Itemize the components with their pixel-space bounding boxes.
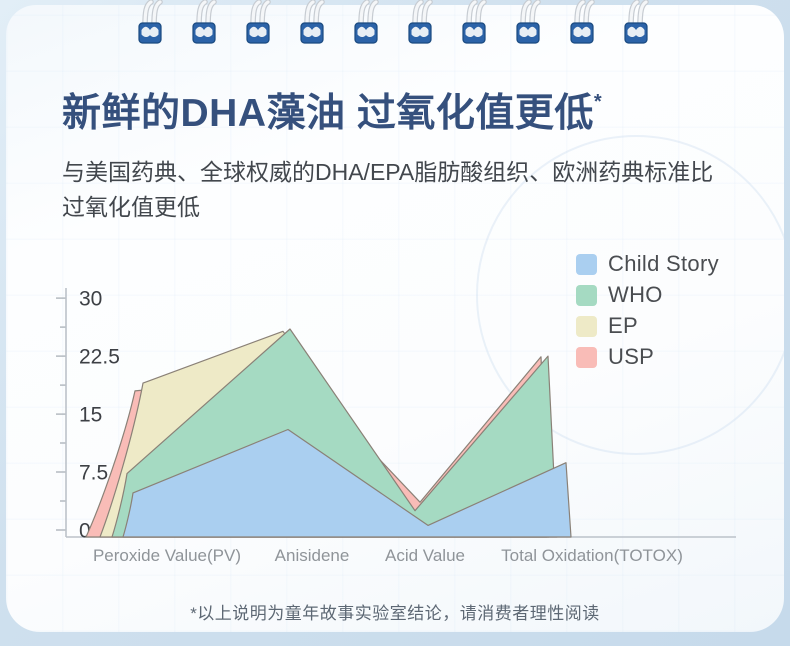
- binder-clip-crown: [519, 26, 537, 38]
- binder-clip-crown: [573, 26, 591, 38]
- x-category-label: Anisidene: [275, 546, 350, 565]
- y-tick-label: 30: [79, 288, 102, 311]
- binder-clip-crown: [627, 26, 645, 38]
- binder-clip-crown: [303, 26, 321, 38]
- legend-label: USP: [608, 344, 655, 369]
- title-block: 新鲜的DHA藻油 过氧化值更低* 与美国药典、全球权威的DHA/EPA脂肪酸组织…: [62, 82, 742, 225]
- legend-item-usp: USP: [576, 344, 719, 369]
- binder-clip: [624, 0, 649, 44]
- chart-legend: Child Story WHO EP USP: [576, 251, 719, 369]
- page-title: 新鲜的DHA藻油 过氧化值更低*: [62, 82, 742, 138]
- binder-clip-crown: [411, 26, 429, 38]
- binder-clip-crown: [249, 26, 267, 38]
- legend-swatch: [576, 253, 597, 275]
- legend-label: Child Story: [608, 251, 719, 276]
- page-title-text: 新鲜的DHA藻油 过氧化值更低: [62, 92, 594, 135]
- subtitle-line-1: 与美国药典、全球权威的DHA/EPA脂肪酸组织、欧洲药典标准比: [62, 159, 714, 185]
- title-asterisk: *: [593, 91, 603, 113]
- legend-item-who: WHO: [576, 282, 719, 307]
- x-category-label: Peroxide Value(PV): [93, 546, 241, 565]
- x-category-label: Total Oxidation(TOTOX): [501, 546, 683, 565]
- y-tick-label: 22.5: [79, 346, 120, 369]
- y-tick-label: 7.5: [79, 462, 108, 485]
- y-tick-label: 15: [79, 404, 102, 427]
- binder-clip: [192, 0, 217, 44]
- binder-clip-crown: [195, 26, 213, 38]
- binder-clip: [246, 0, 271, 44]
- footnote: *以上说明为童年故事实验室结论，请消费者理性阅读: [190, 604, 600, 623]
- binder-clip: [570, 0, 595, 44]
- spiral-binder-strip: [0, 0, 790, 48]
- legend-swatch: [576, 284, 597, 306]
- binder-clip: [408, 0, 433, 44]
- binder-clip: [138, 0, 163, 44]
- series-area-child-story: [122, 428, 572, 538]
- legend-label: EP: [608, 313, 638, 338]
- binder-clip: [354, 0, 379, 44]
- legend-label: WHO: [608, 282, 663, 307]
- binder-clip-crown: [465, 26, 483, 38]
- legend-swatch: [576, 315, 597, 337]
- x-category-label: Acid Value: [385, 546, 465, 565]
- binder-clip-crown: [141, 26, 159, 38]
- binder-clip: [300, 0, 325, 44]
- subtitle-line-2: 过氧化值更低: [62, 194, 200, 220]
- page-subtitle: 与美国药典、全球权威的DHA/EPA脂肪酸组织、欧洲药典标准比 过氧化值更低: [62, 155, 742, 225]
- y-tick-label: 0: [79, 520, 91, 543]
- binder-clip-crown: [357, 26, 375, 38]
- legend-swatch: [576, 346, 597, 368]
- legend-item-child-story: Child Story: [576, 251, 719, 276]
- legend-item-ep: EP: [576, 313, 719, 338]
- binder-clip: [516, 0, 541, 44]
- binder-clip: [462, 0, 487, 44]
